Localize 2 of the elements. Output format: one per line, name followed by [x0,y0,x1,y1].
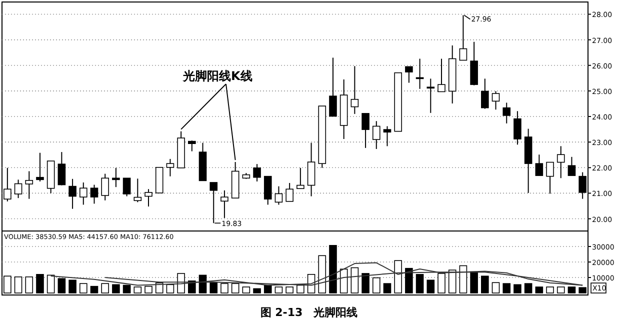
caption: 图 2-13 光脚阳线 [260,306,358,319]
annotation: 光脚阳线K线 [182,69,252,83]
